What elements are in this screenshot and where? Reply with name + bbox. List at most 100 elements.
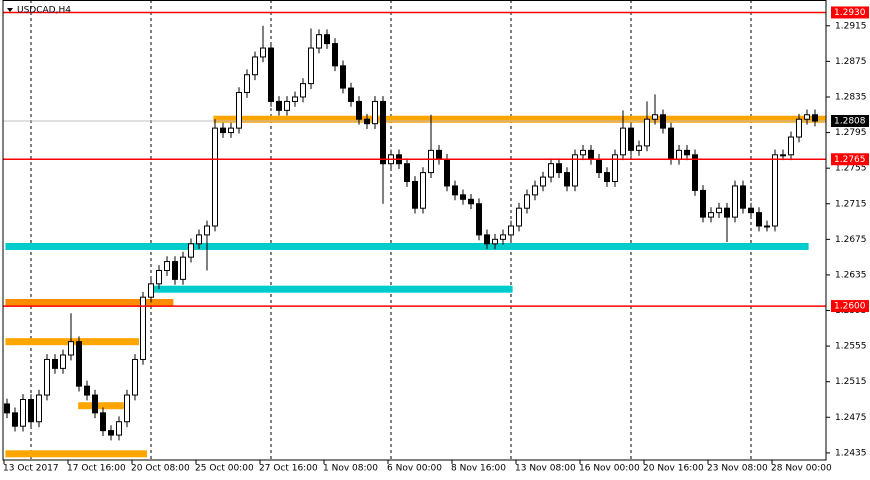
y-tick-label: 1.2475 xyxy=(835,413,867,423)
candle-body xyxy=(460,194,466,200)
candle-body xyxy=(284,100,290,111)
candle-body xyxy=(252,56,258,76)
y-tick-label: 1.2515 xyxy=(835,377,867,387)
candle-body xyxy=(316,34,322,49)
plot-frame xyxy=(2,0,827,461)
candle-body xyxy=(324,34,330,45)
candle-body xyxy=(68,341,74,356)
candle-body xyxy=(44,358,50,396)
candle-body xyxy=(636,145,642,151)
x-tick-label: 17 Oct 16:00 xyxy=(67,464,126,474)
candle-body xyxy=(156,269,162,285)
candle-body xyxy=(172,261,178,280)
x-tick-label: 1 Nov 08:00 xyxy=(323,464,378,474)
candle-body xyxy=(700,189,706,218)
current-price-label: 1.2808 xyxy=(834,117,866,127)
level-label: 1.2600 xyxy=(834,302,866,312)
candle-body xyxy=(468,198,474,205)
candle-body xyxy=(404,163,410,183)
candle-body xyxy=(308,47,314,85)
level-label: 1.2765 xyxy=(834,155,866,165)
candle-body xyxy=(596,158,602,174)
level-label-box xyxy=(831,6,869,19)
candle-body xyxy=(4,403,10,414)
candle-body xyxy=(276,100,282,111)
candle-body xyxy=(788,136,794,156)
candle-body xyxy=(140,296,146,360)
y-tick-label: 1.2675 xyxy=(835,235,867,245)
candle-body xyxy=(644,118,650,147)
candle-body xyxy=(12,412,18,427)
zone-bar xyxy=(5,450,148,458)
x-tick-label: 25 Oct 00:00 xyxy=(195,464,254,474)
candle-body xyxy=(340,65,346,89)
candle-body xyxy=(740,185,746,209)
candle-body xyxy=(20,398,26,427)
candle-body xyxy=(372,100,378,125)
y-tick-label: 1.2715 xyxy=(835,199,867,209)
candle-body xyxy=(28,398,34,423)
candle-body xyxy=(652,114,658,120)
candle-body xyxy=(228,127,234,134)
candle-body xyxy=(132,358,138,396)
candle-body xyxy=(532,185,538,196)
candle-body xyxy=(724,207,730,218)
x-tick-label: 20 Oct 08:00 xyxy=(131,464,190,474)
y-tick-label: 1.2875 xyxy=(835,57,867,67)
x-tick-label: 13 Nov 08:00 xyxy=(515,464,576,474)
y-tick-label: 1.2755 xyxy=(835,164,867,174)
candle-body xyxy=(708,212,714,218)
zone-bar xyxy=(152,285,513,293)
candle-body xyxy=(300,83,306,98)
candle-body xyxy=(620,127,626,156)
candle-body xyxy=(260,47,266,58)
x-tick-label: 28 Nov 00:00 xyxy=(771,464,832,474)
candle-body xyxy=(484,234,490,245)
candle-body xyxy=(36,394,42,423)
candle-body xyxy=(812,114,818,122)
candle-body xyxy=(60,354,66,369)
candle-body xyxy=(180,256,186,280)
candle-body xyxy=(508,225,514,236)
candle-body xyxy=(756,212,762,227)
candle-body xyxy=(196,234,202,245)
candle-body xyxy=(364,118,370,125)
x-tick-label: 20 Nov 16:00 xyxy=(643,464,704,474)
candle-body xyxy=(772,154,778,227)
candle-body xyxy=(116,421,122,436)
candle-body xyxy=(716,207,722,214)
candle-body xyxy=(628,127,634,151)
y-tick-label: 1.2795 xyxy=(835,128,867,138)
candle-body xyxy=(236,92,242,129)
candle-body xyxy=(548,163,554,178)
over-layer xyxy=(3,11,826,307)
candle-body xyxy=(100,412,106,432)
candle-body xyxy=(380,100,386,165)
candle-body xyxy=(188,243,194,258)
candle-body xyxy=(452,185,458,196)
candle-body xyxy=(796,118,802,138)
candle-body xyxy=(684,149,690,156)
current-price-box xyxy=(831,115,869,128)
candle-body xyxy=(676,149,682,160)
candle-body xyxy=(268,47,274,102)
candle-body xyxy=(52,358,58,369)
candle-body xyxy=(84,385,90,396)
candle-body xyxy=(92,394,98,414)
y-tick-label: 1.2555 xyxy=(835,342,867,352)
candle-body xyxy=(476,203,482,236)
level-label: 1.2930 xyxy=(834,8,866,18)
candle-body xyxy=(356,100,362,120)
x-tick-label: 8 Nov 16:00 xyxy=(451,464,506,474)
candle-body xyxy=(220,127,226,134)
candle-body xyxy=(660,114,666,129)
y-tick-label: 1.2435 xyxy=(835,448,867,458)
menu-triangle xyxy=(7,8,13,12)
x-tick-label: 23 Nov 08:00 xyxy=(707,464,768,474)
candle-body xyxy=(412,181,418,209)
candle-body xyxy=(428,149,434,174)
candle-body xyxy=(212,127,218,227)
candle-body xyxy=(164,261,170,271)
zone-bar xyxy=(78,402,124,410)
zone-bar xyxy=(213,115,826,123)
